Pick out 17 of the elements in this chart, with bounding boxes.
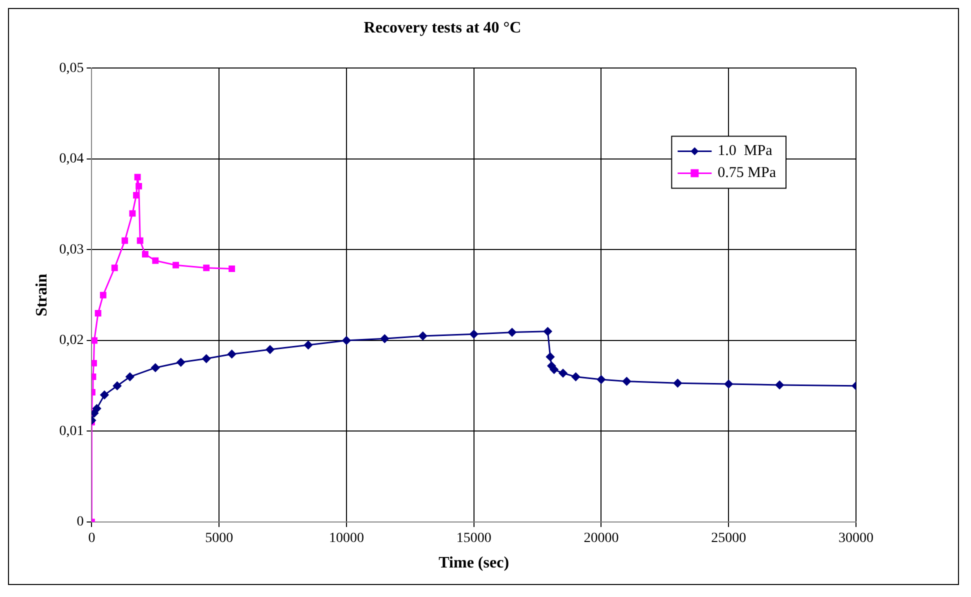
y-tick-label: 0,01 (59, 424, 84, 439)
x-tick-label: 10000 (328, 531, 364, 546)
legend-label: 1.0 MPa (718, 143, 773, 160)
legend-label: 0.75 MPa (718, 165, 776, 182)
y-tick-label: 0,03 (59, 242, 84, 258)
y-tick-label: 0,02 (59, 333, 84, 348)
y-tick-label: 0,04 (59, 152, 84, 167)
y-tick-label: 0,05 (59, 60, 84, 76)
x-tick-label: 5000 (205, 531, 234, 546)
y-tick-label: 0 (76, 514, 84, 530)
x-tick-label: 20000 (584, 531, 619, 546)
x-tick-label: 30000 (838, 531, 874, 546)
x-tick-label: 0 (88, 531, 96, 546)
y-axis-title: Strain (34, 274, 51, 316)
chart-title: Recovery tests at 40 °C (364, 20, 522, 37)
x-tick-label: 25000 (711, 531, 746, 546)
x-tick-label: 15000 (456, 531, 492, 546)
